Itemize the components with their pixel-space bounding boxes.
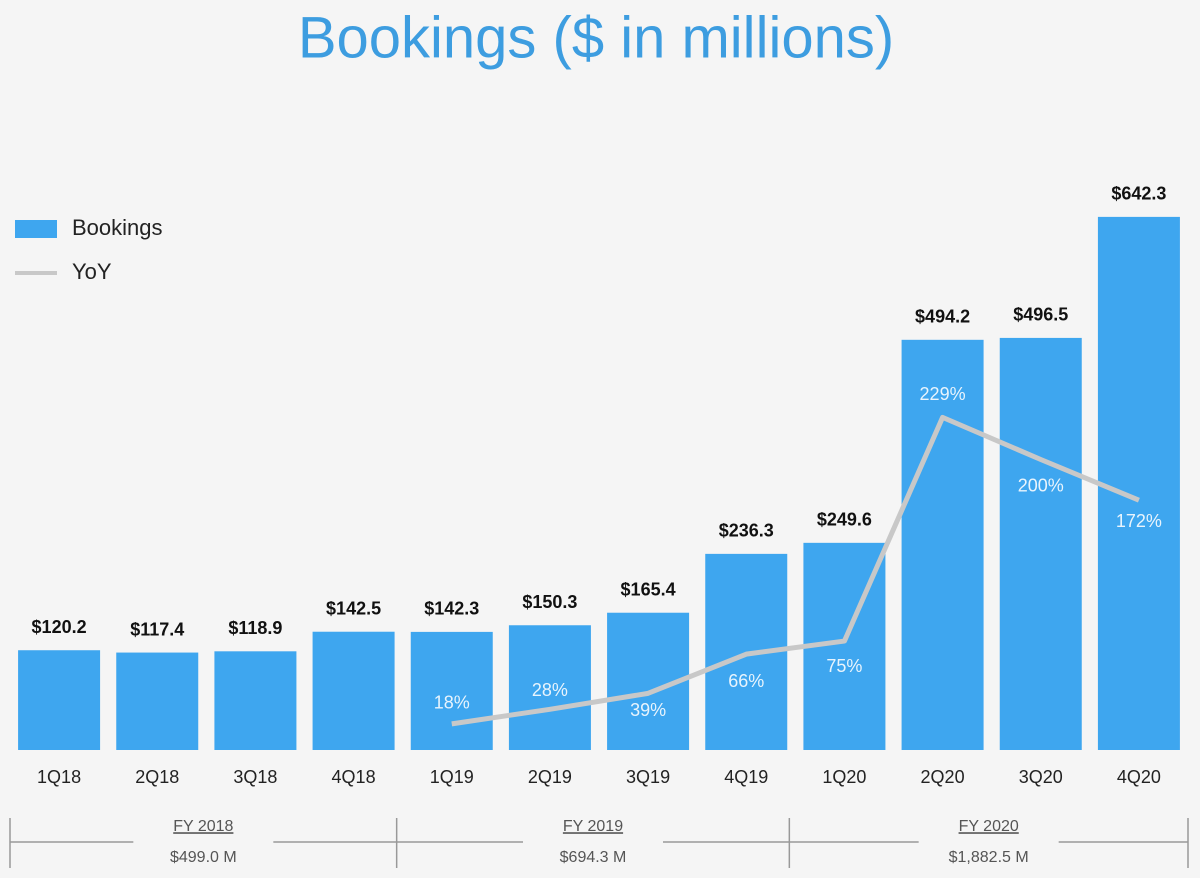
bar-value-label: $494.2 — [915, 307, 970, 327]
yoy-value-label: 229% — [920, 384, 966, 404]
chart-title: Bookings ($ in millions) — [298, 5, 894, 70]
fiscal-year-label: FY 2019 — [563, 818, 623, 835]
bar-value-label: $236.3 — [719, 521, 774, 541]
legend-label: Bookings — [72, 215, 163, 240]
x-tick-label: 4Q19 — [724, 767, 768, 787]
bar-value-label: $249.6 — [817, 510, 872, 530]
fiscal-year-total: $499.0 M — [170, 849, 237, 866]
bar-value-label: $496.5 — [1013, 305, 1068, 325]
yoy-value-label: 66% — [728, 671, 764, 691]
yoy-value-label: 172% — [1116, 511, 1162, 531]
x-tick-label: 1Q18 — [37, 767, 81, 787]
bar — [999, 337, 1082, 750]
x-tick-label: 2Q19 — [528, 767, 572, 787]
bar — [18, 650, 101, 750]
x-tick-label: 1Q20 — [822, 767, 866, 787]
bar-value-label: $120.2 — [32, 617, 87, 637]
x-tick-label: 2Q18 — [135, 767, 179, 787]
yoy-value-label: 75% — [826, 656, 862, 676]
fiscal-year-label: FY 2020 — [959, 818, 1019, 835]
bar — [312, 631, 395, 750]
bar — [214, 651, 297, 750]
yoy-value-label: 18% — [434, 693, 470, 713]
x-tick-label: 4Q20 — [1117, 767, 1161, 787]
bar — [508, 625, 591, 750]
fiscal-year-total: $694.3 M — [560, 849, 627, 866]
x-tick-label: 3Q18 — [233, 767, 277, 787]
bar-value-label: $642.3 — [1111, 184, 1166, 204]
bar — [116, 652, 199, 750]
x-tick-label: 3Q20 — [1019, 767, 1063, 787]
yoy-line — [451, 414, 1140, 727]
bar-value-label: $150.3 — [522, 592, 577, 612]
bar — [901, 339, 984, 750]
fiscal-year-total: $1,882.5 M — [949, 849, 1029, 866]
yoy-value-label: 28% — [532, 680, 568, 700]
legend-swatch — [15, 220, 57, 238]
bar — [1097, 216, 1180, 751]
bar-value-label: $142.5 — [326, 598, 381, 618]
legend-label: YoY — [72, 259, 112, 284]
x-tick-label: 4Q18 — [332, 767, 376, 787]
bar — [410, 631, 493, 750]
x-tick-label: 1Q19 — [430, 767, 474, 787]
x-tick-label: 3Q19 — [626, 767, 670, 787]
bar-value-label: $165.4 — [621, 579, 676, 599]
bar-value-label: $142.3 — [424, 599, 479, 619]
yoy-value-label: 200% — [1018, 475, 1064, 495]
x-tick-label: 2Q20 — [921, 767, 965, 787]
yoy-value-label: 39% — [630, 700, 666, 720]
bar-value-label: $117.4 — [130, 619, 184, 639]
fiscal-year-label: FY 2018 — [173, 818, 233, 835]
bar-value-label: $118.9 — [228, 618, 282, 638]
